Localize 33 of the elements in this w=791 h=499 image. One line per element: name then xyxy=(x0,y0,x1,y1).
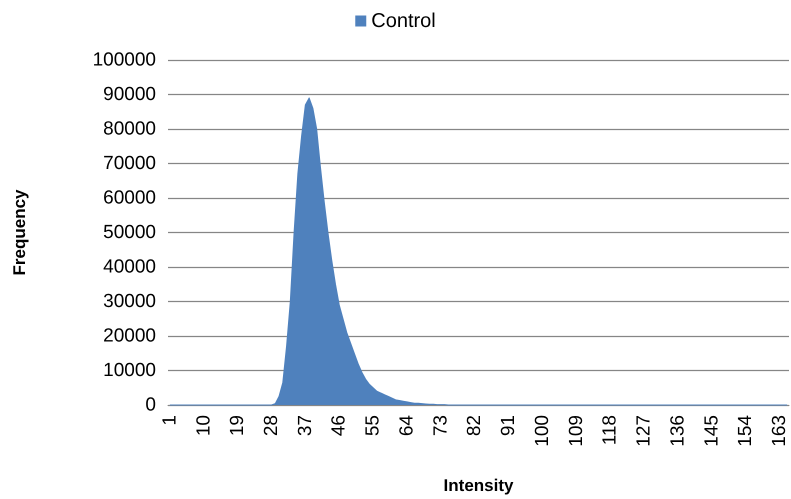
y-tick-label: 60000 xyxy=(103,188,156,208)
y-tick-label: 0 xyxy=(145,394,156,416)
x-axis-title: Intensity xyxy=(444,476,514,495)
y-tick-label: 90000 xyxy=(103,84,156,105)
x-tick-label: 136 xyxy=(667,415,688,447)
x-tick-label: 73 xyxy=(430,415,452,436)
x-tick-label: 82 xyxy=(464,415,486,436)
x-tick-label: 19 xyxy=(227,415,248,436)
y-axis-title: Frequency xyxy=(10,188,29,276)
y-tick-label: 70000 xyxy=(103,153,156,174)
x-tick-label: 37 xyxy=(294,415,316,436)
x-tick-label: 10 xyxy=(193,415,214,436)
x-tick-label: 91 xyxy=(498,415,520,436)
y-tick-label: 10000 xyxy=(103,360,156,381)
x-tick-label: 127 xyxy=(634,415,655,447)
x-tick-label: 28 xyxy=(261,415,282,436)
y-tick-label: 100000 xyxy=(92,50,156,70)
y-tick-label: 30000 xyxy=(103,291,156,312)
x-tick-label: 145 xyxy=(701,415,722,447)
x-tick-label: 55 xyxy=(362,415,384,436)
y-tick-label: 50000 xyxy=(103,222,156,243)
y-tick-label: 40000 xyxy=(103,256,156,278)
x-tick-label: 118 xyxy=(600,415,621,446)
x-tick-label: 154 xyxy=(735,414,756,447)
legend-label: Control xyxy=(371,10,436,32)
x-tick-label: 163 xyxy=(769,415,790,447)
y-tick-label: 80000 xyxy=(103,118,156,140)
x-tick-label: 1 xyxy=(159,415,180,426)
y-tick-label: 20000 xyxy=(103,326,156,346)
x-tick-label: 109 xyxy=(566,415,587,447)
x-tick-label: 100 xyxy=(532,415,553,447)
x-tick-label: 46 xyxy=(328,415,350,436)
x-tick-label: 64 xyxy=(396,414,418,436)
